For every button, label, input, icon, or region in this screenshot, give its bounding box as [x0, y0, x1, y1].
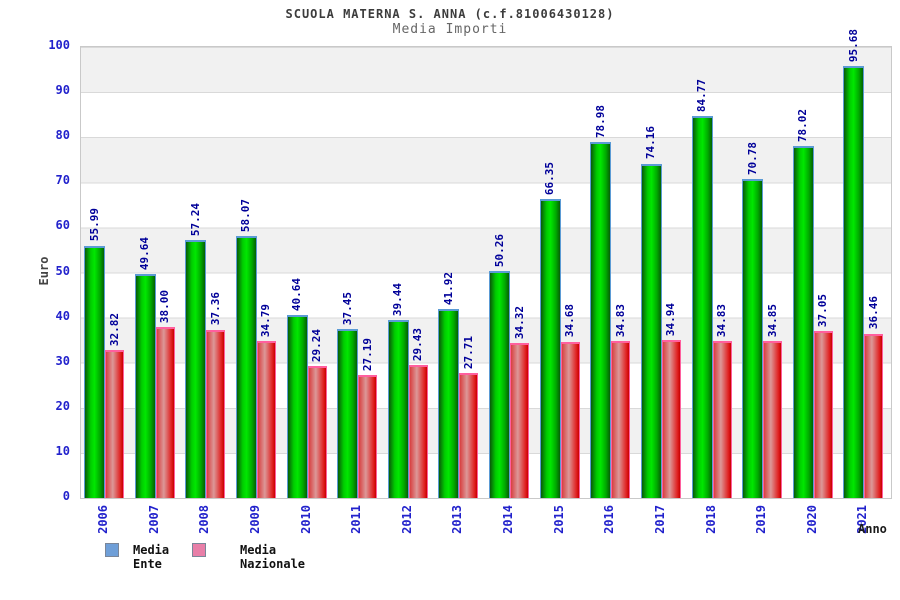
bar-media-ente-2015 — [539, 198, 561, 498]
bar-media-ente-2020 — [792, 146, 814, 498]
bar-media-ente-2011 — [337, 329, 359, 498]
x-tick-label-2008: 2008 — [197, 505, 212, 534]
bar-media-nazionale-2014 — [510, 343, 529, 498]
bar-value-label-media-ente-2011: 37.45 — [340, 291, 354, 326]
bar-media-ente-2008 — [185, 239, 207, 498]
legend-swatch-media-ente — [105, 543, 119, 557]
bar-media-ente-2014 — [489, 271, 510, 498]
bar-media-nazionale-2015 — [560, 341, 580, 498]
x-tick-label-2011: 2011 — [349, 505, 364, 534]
x-tick-label-2007: 2007 — [146, 505, 161, 534]
bar-value-label-media-nazionale-2016: 34.83 — [613, 303, 627, 337]
x-tick-label-2014: 2014 — [501, 505, 515, 534]
bar-media-nazionale-2013 — [459, 373, 479, 498]
bar-media-ente-2007 — [134, 274, 156, 498]
y-tick-label-70: 70 — [55, 173, 70, 188]
bar-media-nazionale-2016 — [611, 340, 631, 498]
bar-value-label-media-ente-2018: 84.77 — [695, 78, 708, 112]
chart-title: SCUOLA MATERNA S. ANNA (c.f.81006430128) — [285, 7, 615, 21]
bar-value-label-media-nazionale-2014: 34.32 — [512, 306, 526, 340]
y-tick-label-10: 10 — [55, 443, 70, 458]
x-tick-label-2017: 2017 — [652, 505, 667, 534]
bar-media-nazionale-2021 — [864, 333, 884, 498]
bar-media-nazionale-2019 — [763, 340, 783, 498]
legend-label-media-nazionale: Media Nazionale — [240, 543, 306, 571]
bar-media-nazionale-2012 — [408, 365, 428, 498]
bar-value-label-media-ente-2020: 78.02 — [796, 109, 810, 143]
y-tick-label-90: 90 — [55, 83, 70, 98]
bar-media-ente-2017 — [640, 163, 662, 498]
bar-media-ente-2018 — [691, 115, 713, 498]
bar-value-label-media-nazionale-2009: 34.79 — [259, 303, 273, 338]
x-axis-label: Anno — [858, 522, 887, 536]
y-tick-label-60: 60 — [55, 218, 70, 233]
bar-value-label-media-nazionale-2019: 34.85 — [765, 303, 779, 337]
chart-subtitle: Media Importi — [392, 22, 508, 37]
bar-value-label-media-nazionale-2012: 29.43 — [411, 328, 425, 362]
bar-value-label-media-nazionale-2021: 36.46 — [866, 296, 880, 330]
bar-media-ente-2009 — [235, 236, 257, 498]
x-tick-label-2018: 2018 — [703, 505, 718, 534]
bar-media-nazionale-2020 — [813, 330, 833, 498]
bar-media-ente-2012 — [387, 320, 409, 498]
bar-value-label-media-ente-2013: 41.92 — [441, 271, 455, 305]
x-tick-label-2010: 2010 — [298, 505, 313, 534]
bar-value-label-media-ente-2015: 66.35 — [543, 161, 557, 195]
bar-media-nazionale-2007 — [155, 326, 175, 498]
bar-media-nazionale-2008 — [206, 329, 226, 498]
bar-media-ente-2010 — [286, 314, 308, 498]
bar-value-label-media-ente-2016: 78.98 — [593, 104, 607, 138]
x-tick-label-2019: 2019 — [754, 505, 769, 534]
legend-swatch-media-nazionale — [192, 543, 206, 557]
bar-media-nazionale-2006 — [105, 349, 124, 498]
y-tick-label-100: 100 — [48, 38, 70, 52]
bar-value-label-media-nazionale-2015: 34.68 — [563, 304, 577, 338]
bar-value-label-media-ente-2006: 55.99 — [87, 208, 101, 242]
x-tick-label-2012: 2012 — [399, 505, 414, 534]
bar-media-ente-2016 — [590, 141, 612, 498]
x-tick-label-2009: 2009 — [247, 505, 262, 534]
x-tick-label-2020: 2020 — [804, 505, 819, 534]
bar-media-ente-2006 — [84, 245, 105, 498]
y-tick-label-20: 20 — [55, 398, 70, 413]
bar-media-nazionale-2011 — [358, 375, 378, 498]
bar-value-label-media-ente-2014: 50.26 — [492, 234, 506, 268]
bar-value-label-media-nazionale-2008: 37.36 — [208, 292, 222, 326]
y-tick-label-0: 0 — [62, 489, 70, 503]
bar-media-nazionale-2018 — [712, 340, 732, 498]
bar-value-label-media-nazionale-2006: 32.82 — [107, 312, 121, 346]
legend-label-media-ente: Media Ente — [133, 543, 170, 571]
bar-value-label-media-nazionale-2007: 38.00 — [158, 289, 172, 323]
x-tick-label-2016: 2016 — [602, 505, 617, 534]
y-tick-label-50: 50 — [55, 263, 70, 278]
bar-media-ente-2021 — [843, 66, 865, 498]
bar-value-label-media-ente-2012: 39.44 — [391, 283, 405, 317]
bar-value-label-media-nazionale-2018: 34.83 — [715, 303, 728, 337]
bar-value-label-media-nazionale-2020: 37.05 — [816, 293, 830, 327]
bar-media-nazionale-2009 — [256, 341, 276, 498]
x-tick-label-2015: 2015 — [551, 505, 566, 534]
bar-value-label-media-ente-2009: 58.07 — [239, 198, 253, 233]
plot-area: 55.99 32.82 49.64 38.00 57.24 37.36 58.07 34.79… — [80, 29, 892, 499]
bar-value-label-media-ente-2019: 70.78 — [745, 141, 759, 175]
bar-media-ente-2019 — [742, 178, 764, 498]
bar-value-label-media-ente-2007: 49.64 — [138, 237, 152, 271]
bar-media-nazionale-2010 — [307, 366, 327, 498]
bar-value-label-media-nazionale-2017: 34.94 — [664, 303, 678, 337]
bar-media-ente-2013 — [438, 308, 460, 498]
bar-value-label-media-nazionale-2013: 27.71 — [461, 335, 475, 370]
bar-value-label-media-ente-2010: 40.64 — [290, 277, 303, 311]
bar-value-label-media-nazionale-2010: 29.24 — [310, 329, 323, 363]
y-tick-label-80: 80 — [55, 128, 70, 143]
bar-media-nazionale-2017 — [661, 340, 681, 498]
y-tick-label-40: 40 — [55, 308, 70, 323]
bar-value-label-media-nazionale-2011: 27.19 — [360, 338, 374, 372]
bar-value-label-media-ente-2008: 57.24 — [188, 202, 202, 236]
x-tick-label-2013: 2013 — [450, 505, 465, 534]
y-tick-label-30: 30 — [55, 353, 70, 368]
x-tick-label-2006: 2006 — [96, 505, 110, 534]
bar-value-label-media-ente-2021: 95.68 — [846, 29, 860, 63]
bar-value-label-media-ente-2017: 74.16 — [644, 126, 658, 160]
